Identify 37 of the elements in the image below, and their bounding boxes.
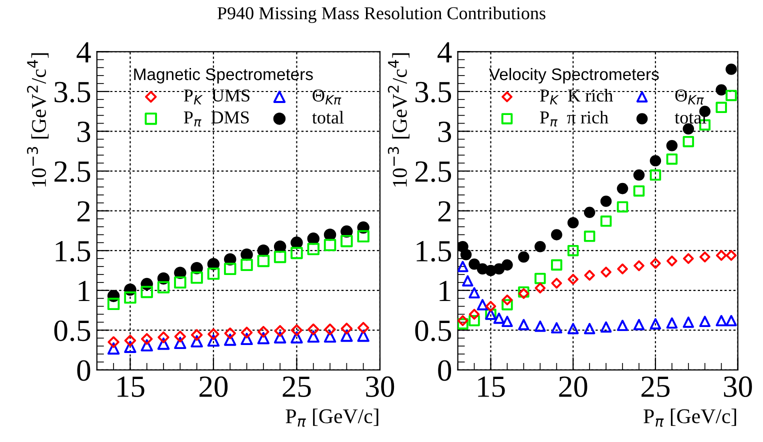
- chart-title: P940 Missing Mass Resolution Contributions: [217, 6, 546, 24]
- y-tick-label: 3.5: [54, 82, 90, 103]
- legend-label: total: [312, 110, 344, 124]
- x-tick-label: 20: [200, 376, 228, 398]
- x-axis-title: P$_{π}$ [GeV/c]: [286, 408, 378, 427]
- y-tick-label: 2.5: [54, 161, 90, 182]
- y-tick-label: 4: [438, 42, 452, 62]
- x-tick-label: 25: [282, 376, 311, 398]
- legend-label: Θ$_{Kπ}$: [675, 89, 704, 105]
- y-tick-label: 2: [438, 201, 451, 222]
- y-tick-label: 1: [440, 280, 450, 301]
- x-axis-title: P$_{π}$ [GeV/c]: [644, 408, 736, 427]
- y-tick-label: 2.5: [415, 161, 452, 182]
- x-tick-label: 30: [724, 376, 752, 398]
- y-tick-label: 1: [78, 280, 90, 301]
- y-tick-label: 4: [76, 42, 91, 62]
- x-tick-label: 15: [118, 376, 144, 398]
- x-tick-label: 25: [642, 376, 670, 398]
- legend-label: Θ$_{Kπ}$: [312, 89, 342, 105]
- y-tick-label: 0.5: [415, 320, 452, 342]
- y-tick-label: 0: [438, 360, 452, 381]
- x-tick-label: 15: [478, 376, 505, 398]
- y-tick-label: 3: [78, 122, 90, 142]
- x-tick-label: 30: [366, 376, 394, 398]
- y-tick-label: 3.5: [416, 82, 452, 103]
- y-axis-title: 10$^{−3}$ [GeV$^{2}$/c$^{4}$]: [26, 53, 49, 187]
- legend-title: Magnetic Spectrometers: [134, 68, 313, 84]
- y-tick-label: 1.5: [56, 241, 90, 262]
- y-tick-label: 1.5: [416, 241, 452, 262]
- y-tick-label: 2: [77, 201, 90, 222]
- y-tick-label: 0: [77, 360, 90, 381]
- x-tick-label: 20: [559, 376, 588, 398]
- y-axis-title: 10$^{−3}$ [GeV$^{2}$/c$^{4}$]: [388, 53, 410, 187]
- y-tick-label: 0.5: [54, 320, 90, 342]
- legend-title: Velocity Spectrometers: [489, 68, 659, 84]
- legend-label: P$_{π}$ DMS: [184, 111, 249, 127]
- y-tick-label: 3: [438, 122, 452, 142]
